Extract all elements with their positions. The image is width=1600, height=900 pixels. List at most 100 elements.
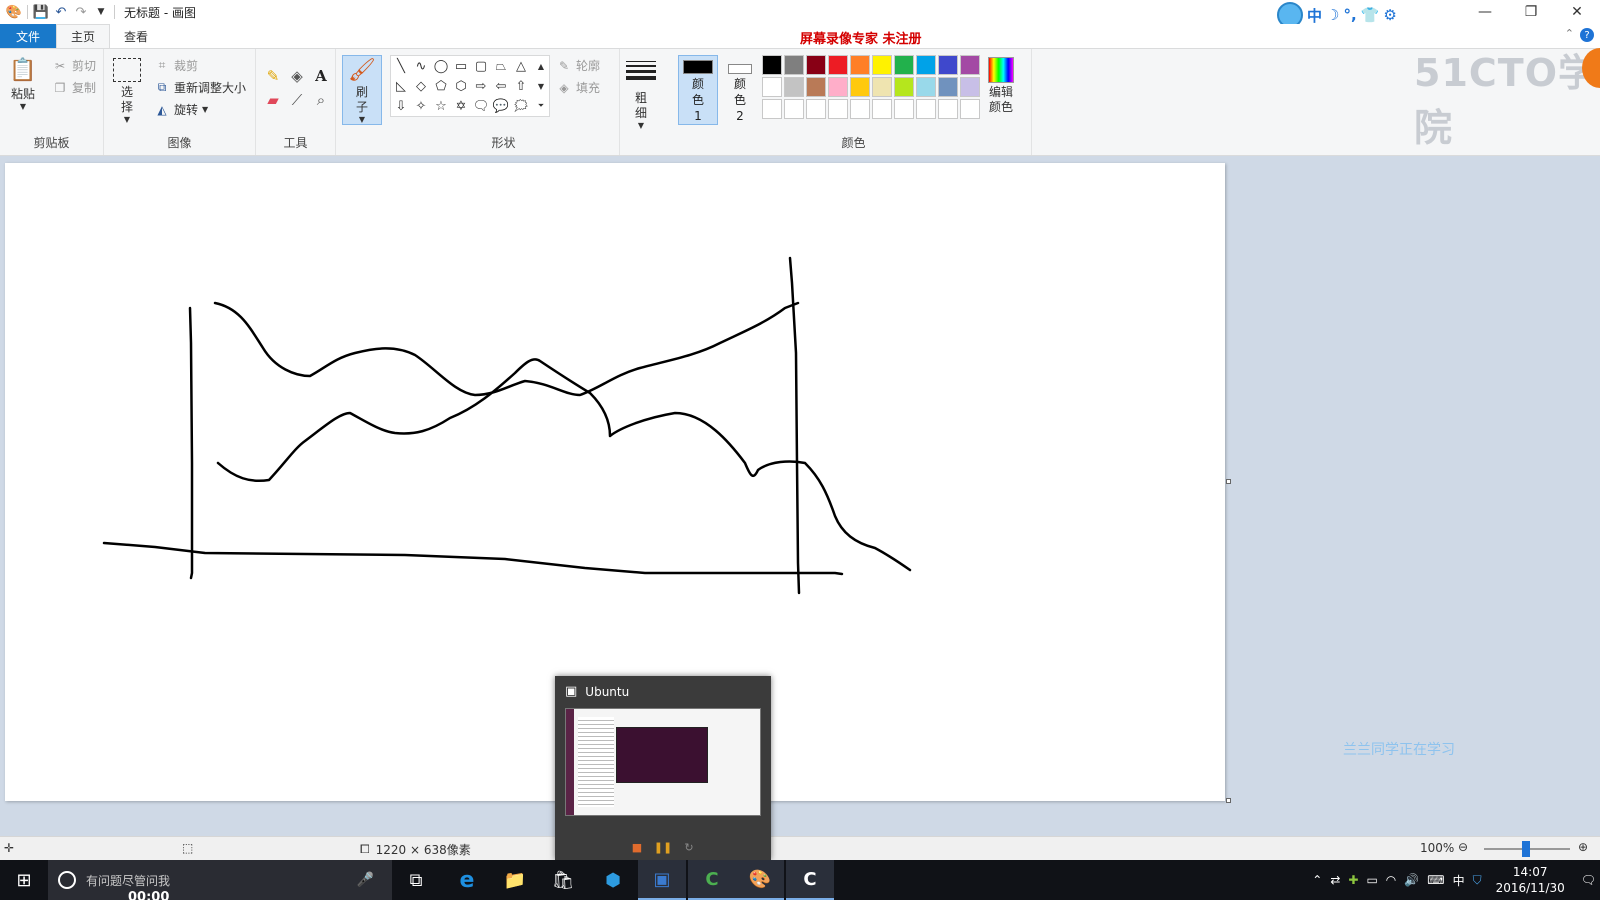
clock[interactable]: 14:07 2016/11/30 [1496,864,1565,896]
undo-icon[interactable]: ↶ [55,4,67,20]
palette-swatch[interactable] [960,55,980,75]
ime-toolbar[interactable]: 中 ☽ °, 👕 ⚙ [1277,2,1419,28]
oval-shape-icon[interactable]: ◯ [433,58,449,74]
ime-mode-label[interactable]: 中 [1307,6,1323,25]
copy-button[interactable]: ❐ 复制 [52,79,96,96]
rounded-rectangle-shape-icon[interactable]: ▢ [474,58,488,74]
zoom-in-icon[interactable]: ⊕ [1578,840,1589,854]
palette-swatch[interactable] [806,55,826,75]
palette-swatch[interactable] [784,77,804,97]
text-tool-icon[interactable]: A [315,67,327,85]
fill-button[interactable]: ◈ 填充 [556,79,600,96]
tray-ime-label[interactable]: 中 [1452,873,1465,888]
refresh-icon[interactable]: ↻ [684,840,694,854]
right-triangle-shape-icon[interactable]: ◺ [396,78,406,94]
network-share-icon[interactable]: ⇄ [1330,873,1341,887]
palette-swatch[interactable] [828,55,848,75]
palette-swatch[interactable] [872,77,892,97]
edit-colors-button[interactable]: 编辑颜色 [986,55,1016,115]
up-arrow-shape-icon[interactable]: ⇧ [515,78,527,94]
palette-swatch[interactable] [916,77,936,97]
select-button[interactable]: 选择 ▼ [112,55,142,124]
palette-swatch[interactable] [806,99,826,119]
rectangle-shape-icon[interactable]: ▭ [454,58,468,74]
palette-swatch[interactable] [850,55,870,75]
palette-swatch[interactable] [784,55,804,75]
palette-swatch[interactable] [894,99,914,119]
cloud-callout-shape-icon[interactable]: 🗯 [512,98,530,114]
virtualbox-taskbar-icon[interactable]: ▣ [638,860,686,900]
clion-icon[interactable]: C [786,860,834,900]
down-arrow-shape-icon[interactable]: ⇩ [395,98,407,114]
thumbnail-image[interactable] [565,708,761,816]
palette-swatch[interactable] [762,55,782,75]
scroll-down-icon[interactable]: ▼ [537,81,545,91]
diamond-shape-icon[interactable]: ◇ [416,78,426,94]
shield-icon[interactable]: ⛉ [1472,872,1482,887]
microphone-icon[interactable]: 🎤 [356,872,374,888]
security-icon[interactable]: ✚ [1348,873,1359,887]
palette-swatch[interactable] [806,77,826,97]
palette-swatch[interactable] [828,99,848,119]
curve-shape-icon[interactable]: ∿ [415,58,427,74]
pencil-icon[interactable]: ✎ [266,67,280,85]
eraser-icon[interactable]: ▰ [267,91,279,109]
hexagon-shape-icon[interactable]: ⬡ [455,78,467,94]
palette-swatch[interactable] [894,55,914,75]
palette-swatch[interactable] [938,99,958,119]
outline-button[interactable]: ✎ 轮廓 [556,57,600,74]
palette-swatch[interactable] [960,77,980,97]
wifi-icon[interactable]: ◠ [1385,873,1397,887]
collapse-ribbon-icon[interactable]: ⌃ [1564,27,1574,40]
qq-browser-icon[interactable]: ⬢ [605,869,621,891]
tray-overflow-icon[interactable]: ⌃ [1312,873,1323,887]
task-view-icon[interactable]: ⧉ [409,869,423,891]
five-point-star-shape-icon[interactable]: ☆ [435,98,447,114]
cut-button[interactable]: ✂ 剪切 [52,57,96,74]
close-button[interactable]: ✕ [1571,4,1583,20]
brushes-button[interactable]: 🖌 刷子 ▼ [342,55,382,125]
resize-handle-corner[interactable] [1226,798,1231,803]
color1-button[interactable]: 颜色 1 [678,55,718,125]
punctuation-icon[interactable]: °, [1343,6,1357,24]
customize-qat-icon[interactable]: ▼ [97,7,105,17]
redo-icon[interactable]: ↷ [75,4,87,20]
scroll-up-icon[interactable]: ▲ [537,61,545,71]
palette-swatch[interactable] [894,77,914,97]
palette-swatch[interactable] [960,99,980,119]
line-shape-icon[interactable]: ╲ [397,58,405,74]
size-button[interactable]: 粗细 ▼ [626,55,656,130]
paint-app-icon[interactable]: 🎨 [5,4,23,20]
edge-browser-icon[interactable]: e [459,867,475,893]
zoom-slider-thumb[interactable] [1522,841,1530,857]
action-center-icon[interactable]: 🗨 [1580,873,1596,887]
color2-button[interactable]: 颜色 2 [720,55,760,125]
palette-swatch[interactable] [784,99,804,119]
four-point-star-shape-icon[interactable]: ✧ [415,98,427,114]
resize-button[interactable]: ⧉ 重新调整大小 [154,79,246,96]
palette-swatch[interactable] [938,55,958,75]
triangle-shape-icon[interactable]: △ [516,58,526,74]
file-explorer-icon[interactable]: 📁 [503,869,527,891]
fill-bucket-icon[interactable]: ◈ [291,67,303,85]
palette-swatch[interactable] [828,77,848,97]
palette-swatch[interactable] [916,99,936,119]
color-picker-icon[interactable]: ⟋ [291,91,303,109]
paste-button[interactable]: 📋 粘贴 ▼ [8,55,38,112]
rotate-button[interactable]: ◭ 旋转 ▼ [154,101,208,118]
restore-button[interactable]: ❐ [1524,4,1538,20]
magnifier-icon[interactable]: ⌕ [316,91,326,109]
code-editor-icon[interactable]: C [688,860,736,900]
left-arrow-shape-icon[interactable]: ⇦ [495,78,507,94]
pause-icon[interactable]: ❚❚ [653,840,673,854]
windows-start-icon[interactable]: ⊞ [16,869,32,891]
pentagon-shape-icon[interactable]: ⬠ [435,78,447,94]
crop-button[interactable]: ⌗ 裁剪 [154,57,198,74]
store-icon[interactable]: 🛍 [551,869,575,891]
palette-swatch[interactable] [850,99,870,119]
palette-swatch[interactable] [916,55,936,75]
gear-icon[interactable]: ⚙ [1383,6,1397,24]
save-icon[interactable]: 💾 [32,4,50,20]
six-point-star-shape-icon[interactable]: ✡ [455,98,467,114]
resize-handle-right[interactable] [1226,479,1231,484]
